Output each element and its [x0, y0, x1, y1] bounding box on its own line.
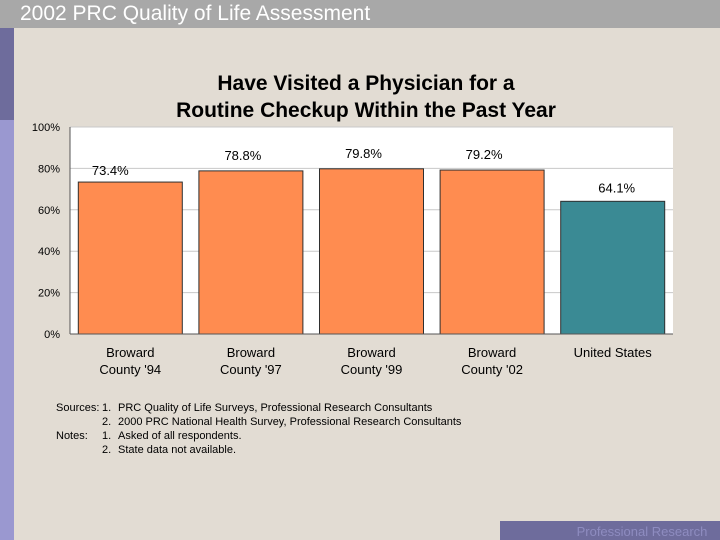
note-row: 2. State data not available.: [56, 443, 461, 457]
x-tick-label: Broward: [227, 345, 275, 360]
x-tick-label: United States: [574, 345, 653, 360]
y-tick-label: 20%: [38, 288, 60, 300]
source-row: Sources: 1. PRC Quality of Life Surveys,…: [56, 401, 461, 415]
y-tick-label: 80%: [38, 163, 60, 175]
sources-notes: Sources: 1. PRC Quality of Life Surveys,…: [56, 401, 461, 457]
bar: [77, 181, 183, 335]
x-tick-label: County '99: [341, 362, 403, 377]
footer-brand: Professional Research Consultants: [576, 524, 708, 539]
source-number: 1.: [102, 402, 112, 414]
bar: [560, 200, 666, 335]
data-label: 73.4%: [92, 163, 129, 178]
x-tick-label: Broward: [106, 345, 154, 360]
bar: [439, 169, 545, 335]
chart-title-line-2: Routine Checkup Within the Past Year: [176, 99, 556, 122]
data-label: 64.1%: [598, 180, 635, 195]
left-accent-bar-dark: [0, 28, 14, 120]
data-label: 78.8%: [224, 148, 261, 163]
y-tick-label: 40%: [38, 246, 60, 258]
note-text: State data not available.: [118, 444, 237, 456]
footer-brand-box: Professional Research Consultants: [500, 521, 720, 540]
source-text: PRC Quality of Life Surveys, Professiona…: [118, 402, 433, 414]
source-text: 2000 PRC National Health Survey, Profess…: [118, 416, 462, 428]
x-tick-label: County '97: [220, 362, 282, 377]
note-row: Notes: 1. Asked of all respondents.: [56, 429, 461, 443]
bar: [319, 168, 424, 335]
x-tick-label: County '02: [461, 362, 523, 377]
source-row: 2. 2000 PRC National Health Survey, Prof…: [56, 415, 461, 429]
notes-label: Notes:: [56, 430, 88, 442]
data-label: 79.8%: [345, 146, 382, 161]
left-accent-bar: [0, 28, 14, 540]
sources-label: Sources:: [56, 402, 100, 414]
source-number: 2.: [102, 416, 112, 428]
header-bar: 2002 PRC Quality of Life Assessment: [0, 0, 720, 28]
note-number: 1.: [102, 430, 112, 442]
x-tick-label: County '94: [99, 362, 161, 377]
chart-title-line-1: Have Visited a Physician for a: [217, 72, 515, 95]
y-tick-label: 0%: [44, 329, 60, 341]
y-tick-label: 100%: [32, 122, 60, 134]
bar: [198, 170, 304, 335]
x-tick-label: Broward: [347, 345, 395, 360]
y-tick-label: 60%: [38, 205, 60, 217]
note-text: Asked of all respondents.: [118, 430, 242, 442]
x-tick-label: Broward: [468, 345, 516, 360]
page-title: 2002 PRC Quality of Life Assessment: [20, 2, 371, 25]
data-label: 79.2%: [466, 147, 503, 162]
note-number: 2.: [102, 444, 112, 456]
chart-title: Have Visited a Physician for a Routine C…: [80, 70, 652, 124]
